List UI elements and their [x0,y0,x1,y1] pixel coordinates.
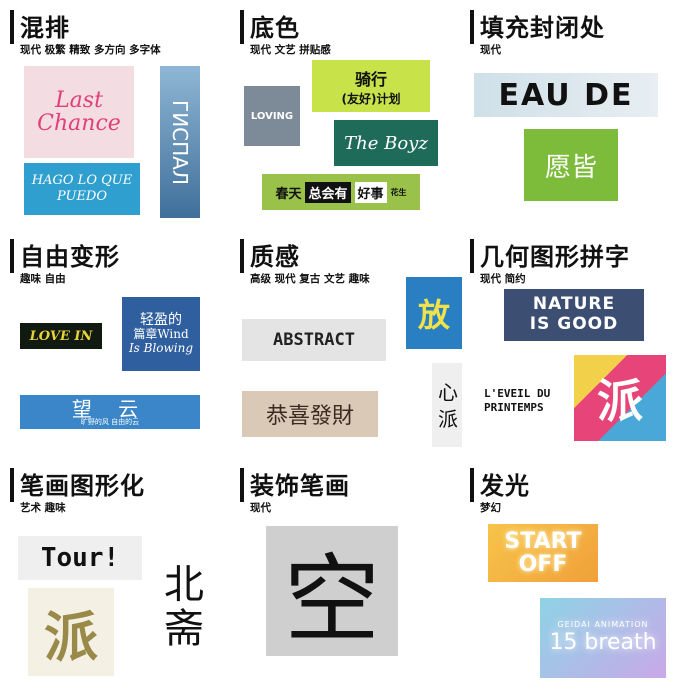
art-flower-text: 总会有 [305,181,351,203]
art-geo: 派 [574,355,666,441]
cell-tags: 现代 文艺 拼贴感 [250,44,331,56]
cell-tags: 现代 简约 [480,273,526,285]
art-love-in-text: LOVE IN [29,328,93,344]
cell-title: 装饰笔画 [250,472,350,500]
art-geidai-text: GEIDAI ANIMATION [557,620,649,629]
art-nature: NATURE IS GOOD [504,289,644,341]
cell-decorative-stroke: 装饰笔画 现代 空 [240,466,465,691]
art-boyz: The Boyz [334,120,438,166]
art-sketch: ABSTRACT [242,319,386,361]
art-breath-text: 15 breath [549,629,657,655]
art-vertical: ГИСПАЛ [160,66,200,218]
title-bar [10,468,14,502]
art-wind-line1: 轻盈的 [140,312,182,329]
cell-tags: 梦幻 [480,502,501,514]
art-nature-line1: NATURE [532,294,616,315]
art-beiqi: 北 斋 [156,552,212,662]
art-loving: LOVING [244,86,300,146]
title-bar [240,10,244,44]
art-boyz-text: The Boyz [344,132,428,154]
cell-tags: 趣味 自由 [20,273,66,285]
art-xin-text: 心 派 [434,381,459,429]
cell-title: 发光 [480,472,530,500]
cell-title: 质感 [250,243,300,271]
art-last-chance: Last Chance [24,66,134,158]
art-kong-text: 空 [284,543,380,656]
art-wind: 轻盈的 篇章Wind Is Blowing [122,297,200,371]
art-eau-de-text: EAU DE [498,77,634,113]
art-geo-text: 派 [597,374,643,428]
cell-tags: 现代 [250,502,271,514]
art-tour: Tour! [18,536,142,580]
art-leveil: L'EVEIL DU PRINTEMPS [482,361,554,441]
art-hago: HAGO LO QUE PUEDO [24,163,140,215]
cell-tags: 现代 极繁 精致 多方向 多字体 [20,44,161,56]
art-fang: 放 [406,277,462,349]
title-bar [470,468,474,502]
cell-texture: 质感 高级 现代 复古 文艺 趣味 放 ABSTRACT 恭喜發財 心 派 [240,237,465,462]
art-wind-line2: 篇章Wind [133,327,189,342]
cell-mixed-typesetting: 混排 现代 极繁 精致 多方向 多字体 Last Chance ГИСПАЛ H… [10,8,235,233]
art-ride-line2: (友好)计划 [341,91,401,106]
art-pai-text: 派 [44,604,98,669]
cell-background-color: 底色 现代 文艺 拼贴感 LOVING 骑行 (友好)计划 The Boyz 春… [240,8,465,233]
art-eau-de: EAU DE [474,73,658,117]
art-fortune: 恭喜發財 [242,391,378,437]
art-nature-line2: IS GOOD [529,314,619,334]
art-ride: 骑行 (友好)计划 [312,60,430,112]
art-leveil-text: L'EVEIL DU PRINTEMPS [484,387,551,414]
art-sky-text: 望 云 [71,396,149,421]
art-qi-text: 斋 [164,606,204,652]
cell-tags: 艺术 趣味 [20,502,66,514]
art-green: 愿皆 [524,129,618,201]
cell-free-deformation: 自由变形 趣味 自由 LOVE IN 轻盈的 篇章Wind Is Blowing… [10,237,235,462]
cell-fill-enclosed: 填充封闭处 现代 EAU DE 愿皆 [470,8,690,233]
art-pai: 派 [28,588,114,676]
art-sub-text: 花生 [390,187,407,197]
art-start-text: START [504,528,582,554]
cell-glow: 发光 梦幻 START OFF GEIDAI ANIMATION 15 brea… [470,466,690,691]
art-off-text: OFF [518,552,568,577]
art-wind-line3: Is Blowing [128,341,194,356]
art-ride-line1: 骑行 [354,69,387,89]
title-bar [470,239,474,273]
art-bei-text: 北 [164,562,204,608]
art-sky-sub: 旷野的风 自由的云 [80,417,140,426]
cell-title: 自由变形 [20,243,120,271]
art-last-chance-text: Last Chance [37,87,121,136]
art-love-in: LOVE IN [20,323,102,349]
art-good-text: 好事 [354,181,387,203]
title-bar [470,10,474,44]
cell-geometric-letters: 几何图形拼字 现代 简约 NATURE IS GOOD L'EVEIL DU P… [470,237,690,462]
art-sketch-text: ABSTRACT [273,330,355,350]
cell-tags: 现代 [480,44,501,56]
title-bar [10,10,14,44]
cell-stroke-graphic: 笔画图形化 艺术 趣味 Tour! 派 北 斋 [10,466,235,691]
cell-title: 混排 [20,14,70,42]
art-spring: 春天 总会有 好事 花生 [262,174,420,210]
art-vertical-text: ГИСПАЛ [168,99,192,185]
art-start-off: START OFF [488,524,598,582]
title-bar [240,468,244,502]
art-loving-text: LOVING [250,110,294,122]
title-bar [240,239,244,273]
cell-tags: 高级 现代 复古 文艺 趣味 [250,273,370,285]
art-spring-text: 春天 [275,186,302,202]
art-tour-text: Tour! [40,543,120,573]
art-fang-text: 放 [417,296,450,334]
cell-title: 笔画图形化 [20,472,145,500]
art-xin: 心 派 [432,363,462,447]
art-fortune-text: 恭喜發財 [265,404,354,429]
art-breath: GEIDAI ANIMATION 15 breath [540,598,666,678]
cell-title: 几何图形拼字 [480,243,630,271]
cell-title: 底色 [250,14,300,42]
cell-title: 填充封闭处 [480,14,605,42]
title-bar [10,239,14,273]
art-hago-text: HAGO LO QUE PUEDO [31,173,133,204]
art-sky: 望 云 旷野的风 自由的云 [20,395,200,429]
art-green-text: 愿皆 [544,152,597,183]
art-kong: 空 [266,526,398,656]
